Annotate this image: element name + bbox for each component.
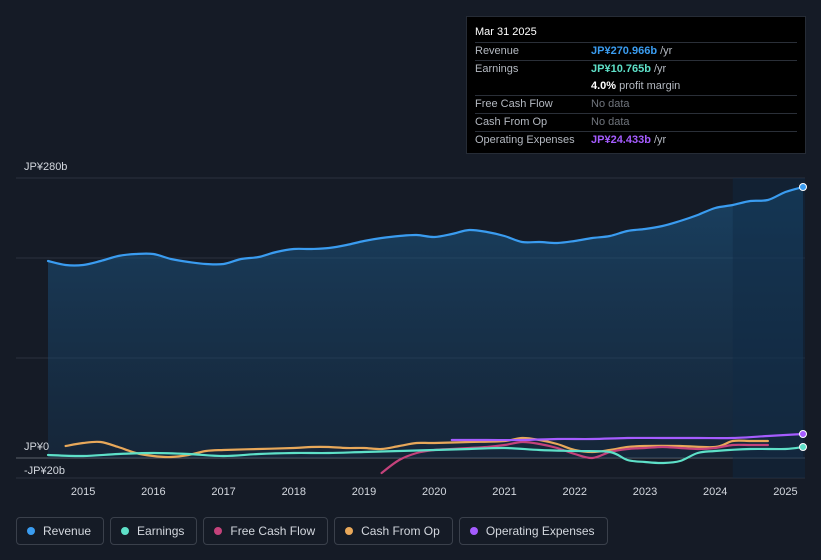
legend-label: Operating Expenses bbox=[485, 524, 595, 538]
x-tick-label: 2022 bbox=[563, 486, 587, 498]
end-marker-operating-expenses bbox=[799, 430, 807, 438]
legend-earnings[interactable]: Earnings bbox=[110, 517, 198, 545]
legend-free-cash-flow[interactable]: Free Cash Flow bbox=[203, 517, 329, 545]
tooltip-label: Earnings bbox=[475, 63, 519, 75]
tooltip-label: Free Cash Flow bbox=[475, 98, 553, 110]
profit-margin-unit: profit margin bbox=[616, 80, 681, 92]
tooltip-label: Operating Expenses bbox=[475, 134, 575, 146]
x-tick-label: 2023 bbox=[633, 486, 657, 498]
axis-labels: JP¥280b JP¥0 -JP¥20b 2015 2016 2017 2018 2019 20… bbox=[24, 161, 798, 498]
x-tick-label: 2018 bbox=[282, 486, 306, 498]
revenue-value: JP¥270.966b bbox=[591, 45, 658, 57]
legend-label: Free Cash Flow bbox=[230, 524, 316, 538]
earnings-unit: /yr bbox=[650, 63, 667, 75]
revenue-unit: /yr bbox=[657, 45, 673, 57]
profit-margin-value: 4.0% bbox=[591, 80, 617, 92]
earnings-value: JP¥10.765b bbox=[591, 63, 651, 75]
tooltip-row-earnings: Earnings JP¥10.765b /yr bbox=[475, 60, 797, 78]
end-markers bbox=[799, 183, 807, 451]
series-line-cash-from-op bbox=[64, 436, 769, 459]
legend-operating-expenses[interactable]: Operating Expenses bbox=[458, 517, 608, 545]
forecast-highlight bbox=[732, 178, 805, 478]
tooltip-label bbox=[475, 78, 591, 95]
legend-dot-icon bbox=[214, 527, 223, 535]
tooltip-label: Revenue bbox=[475, 45, 520, 57]
x-tick-label: 2017 bbox=[211, 486, 235, 498]
y-tick-label: JP¥280b bbox=[24, 161, 67, 173]
opex-value: JP¥24.433b bbox=[591, 134, 651, 146]
tooltip-row-cfo: Cash From Op No data bbox=[475, 113, 797, 131]
chart-legend: Revenue Earnings Free Cash Flow Cash Fro… bbox=[16, 517, 608, 547]
tooltip-row-opex: Operating Expenses JP¥24.433b /yr bbox=[475, 131, 797, 149]
x-tick-label: 2016 bbox=[141, 486, 165, 498]
fcf-value: No data bbox=[591, 98, 630, 110]
legend-dot-icon bbox=[27, 527, 35, 535]
series-line-operating-expenses bbox=[450, 432, 805, 442]
tooltip-date: Mar 31 2025 bbox=[475, 26, 537, 38]
x-tick-label: 2021 bbox=[492, 486, 516, 498]
x-tick-label: 2024 bbox=[703, 486, 727, 498]
tooltip-label: Cash From Op bbox=[475, 116, 548, 128]
legend-dot-icon bbox=[121, 527, 130, 535]
end-marker-revenue bbox=[799, 183, 807, 191]
x-tick-label: 2020 bbox=[422, 486, 446, 498]
tooltip-panel: Mar 31 2025 Revenue JP¥270.966b /yr Earn… bbox=[466, 16, 806, 154]
legend-dot-icon bbox=[345, 527, 354, 535]
tooltip-row-margin: 4.0% profit margin bbox=[475, 78, 797, 95]
cfo-value: No data bbox=[591, 116, 630, 128]
legend-revenue[interactable]: Revenue bbox=[16, 517, 105, 545]
highlight-band bbox=[732, 178, 805, 478]
legend-cash-from-op[interactable]: Cash From Op bbox=[334, 517, 453, 545]
legend-dot-icon bbox=[469, 527, 478, 535]
end-marker-earnings bbox=[799, 443, 807, 451]
x-tick-label: 2025 bbox=[773, 486, 797, 498]
y-tick-label: -JP¥20b bbox=[24, 465, 65, 477]
legend-label: Earnings bbox=[137, 524, 185, 538]
revenue-area bbox=[48, 187, 803, 458]
opex-unit: /yr bbox=[650, 134, 667, 146]
x-tick-label: 2015 bbox=[71, 486, 95, 498]
y-tick-label: JP¥0 bbox=[24, 441, 49, 453]
tooltip-row-revenue: Revenue JP¥270.966b /yr bbox=[475, 42, 797, 60]
series-line-earnings bbox=[46, 445, 805, 465]
legend-label: Cash From Op bbox=[361, 524, 440, 538]
tooltip-row-fcf: Free Cash Flow No data bbox=[475, 95, 797, 113]
revenue-area-fill bbox=[48, 187, 803, 458]
legend-label: Revenue bbox=[43, 524, 92, 538]
series-line-revenue bbox=[46, 185, 805, 267]
x-tick-label: 2019 bbox=[352, 486, 376, 498]
series-lines bbox=[46, 185, 805, 475]
